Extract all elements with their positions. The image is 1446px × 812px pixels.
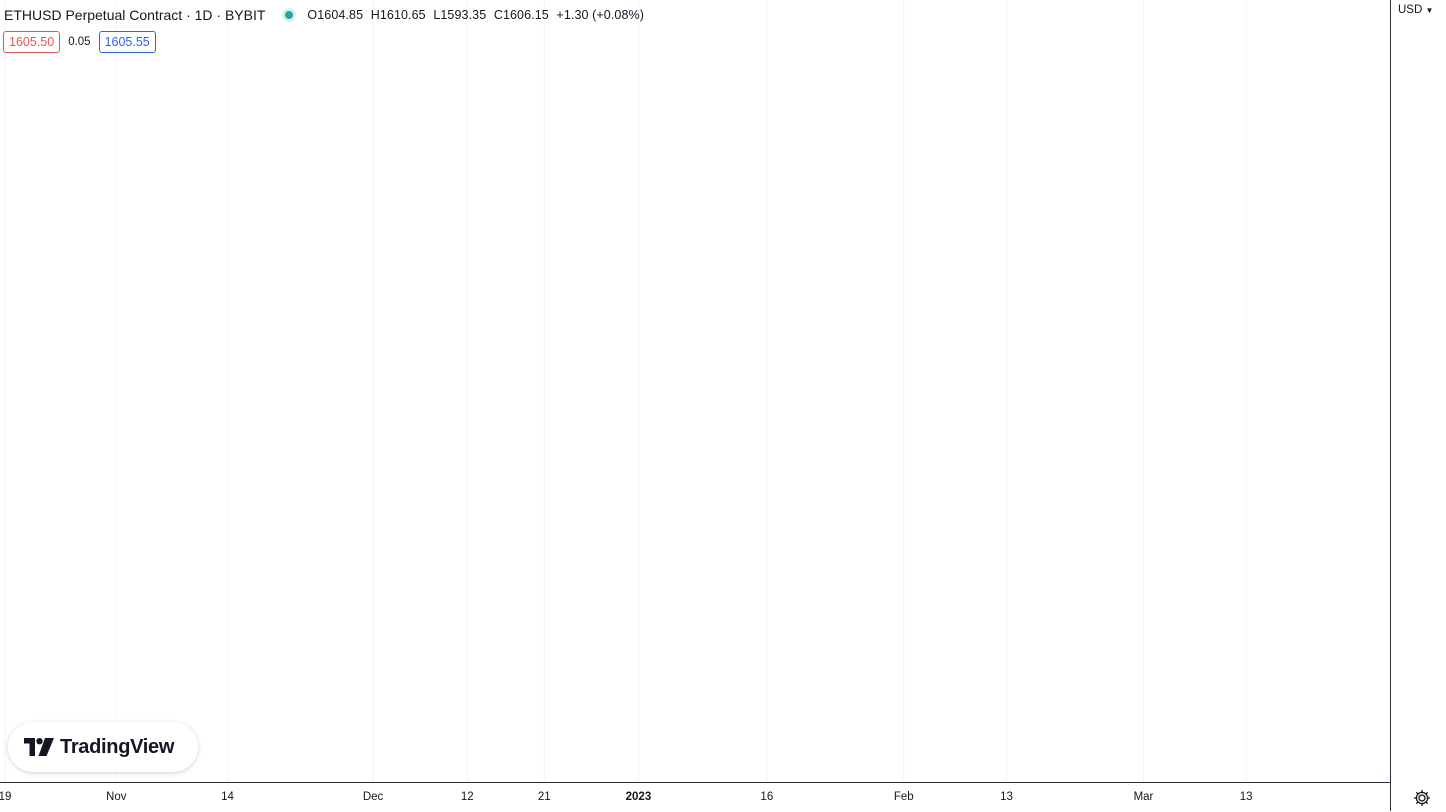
time-tick-label: 13	[1000, 791, 1013, 803]
currency-label: USD	[1398, 4, 1423, 16]
symbol-title[interactable]: ETHUSD Perpetual Contract · 1D · BYBIT	[4, 7, 266, 23]
tradingview-logo-text: TradingView	[60, 735, 175, 758]
time-tick-label: Nov	[106, 791, 127, 803]
ohlc-close: C1606.15	[493, 8, 549, 22]
sell-price-button[interactable]: 1605.50	[3, 31, 61, 53]
tradingview-logo[interactable]: TradingView	[8, 722, 198, 772]
ohlc-low: L1593.35	[433, 8, 487, 22]
chevron-down-icon: ▼	[1425, 6, 1434, 15]
time-tick-label: 16	[760, 791, 774, 803]
tradingview-logo-icon	[24, 738, 54, 756]
ohlc-readout: O1604.85 H1610.65 L1593.35 C1606.15 +1.3…	[307, 8, 648, 22]
time-tick-label: 21	[537, 791, 551, 803]
time-tick-label: 19	[0, 791, 12, 803]
price-chart[interactable]	[0, 0, 1390, 782]
spread-value: 0.05	[68, 36, 91, 48]
ohlc-change: +1.30 (+0.08%)	[556, 8, 644, 22]
chart-grid	[4, 0, 1247, 782]
ohlc-open: O1604.85	[307, 8, 364, 22]
price-axis[interactable]	[1390, 0, 1446, 811]
time-tick-label: Mar	[1133, 791, 1154, 803]
time-tick-label: 14	[221, 791, 234, 803]
time-tick-label: Feb	[893, 791, 914, 803]
market-status-icon	[285, 11, 294, 19]
buy-sell-panel: 1605.50 0.05 1605.55	[3, 31, 156, 53]
time-tick-label: Dec	[362, 791, 384, 803]
currency-selector[interactable]: USD ▼	[1398, 4, 1433, 16]
time-tick-label: 12	[460, 791, 474, 803]
time-tick-label: 13	[1239, 791, 1253, 803]
gear-icon[interactable]	[1412, 788, 1432, 808]
legend-header: ETHUSD Perpetual Contract · 1D · BYBIT O…	[4, 6, 648, 24]
ohlc-high: H1610.65	[370, 8, 426, 22]
time-tick-label: 2023	[625, 791, 652, 803]
buy-price-button[interactable]: 1605.55	[98, 31, 156, 53]
time-axis[interactable]	[0, 782, 1390, 812]
